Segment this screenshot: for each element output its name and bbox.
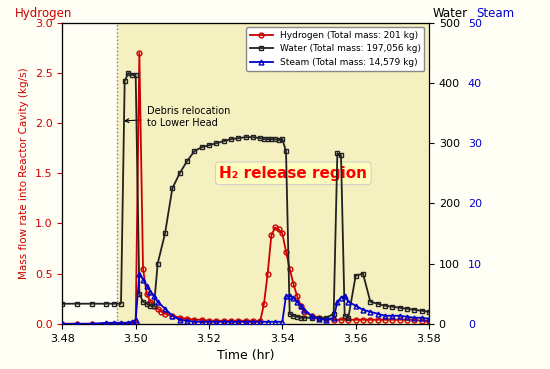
X-axis label: Time (hr): Time (hr): [217, 349, 274, 362]
Water (Total mass: 197,056 kg): (3.48, 33.3): 197,056 kg): (3.48, 33.3): [59, 301, 65, 306]
Water (Total mass: 197,056 kg): (3.58, 20): 197,056 kg): (3.58, 20): [426, 310, 432, 314]
Line: Steam (Total mass: 14,579 kg): Steam (Total mass: 14,579 kg): [60, 271, 431, 326]
Text: H₂ release region: H₂ release region: [219, 166, 367, 181]
Steam (Total mass: 14,579 kg): (3.51, 1.33): 14,579 kg): (3.51, 1.33): [169, 314, 175, 318]
Bar: [117, 23, 429, 324]
Text: Debris relocation
to Lower Head: Debris relocation to Lower Head: [125, 106, 230, 128]
Hydrogen (Total mass: 201 kg): (3.58, 0.03): 201 kg): (3.58, 0.03): [426, 318, 432, 323]
Water (Total mass: 197,056 kg): (3.54, 10): 197,056 kg): (3.54, 10): [298, 315, 304, 320]
Water (Total mass: 197,056 kg): (3.54, 16.7): 197,056 kg): (3.54, 16.7): [287, 311, 293, 316]
Steam (Total mass: 14,579 kg): (3.53, 0.333): 14,579 kg): (3.53, 0.333): [235, 320, 241, 324]
Text: Steam: Steam: [477, 7, 515, 20]
Steam (Total mass: 14,579 kg): (3.49, 0.167): 14,579 kg): (3.49, 0.167): [103, 321, 109, 325]
Steam (Total mass: 14,579 kg): (3.5, 8.33): 14,579 kg): (3.5, 8.33): [136, 271, 142, 276]
Steam (Total mass: 14,579 kg): (3.49, 0): 14,579 kg): (3.49, 0): [89, 321, 95, 326]
Text: Water: Water: [433, 7, 468, 20]
Water (Total mass: 197,056 kg): (3.57, 30): 197,056 kg): (3.57, 30): [382, 304, 388, 308]
Water (Total mass: 197,056 kg): (3.51, 100): 197,056 kg): (3.51, 100): [155, 261, 161, 266]
Legend: Hydrogen (Total mass: 201 kg), Water (Total mass: 197,056 kg), Steam (Total mass: Hydrogen (Total mass: 201 kg), Water (To…: [246, 27, 425, 70]
Hydrogen (Total mass: 201 kg): (3.51, 0.1): 201 kg): (3.51, 0.1): [162, 311, 168, 316]
Text: Hydrogen: Hydrogen: [15, 7, 72, 20]
Steam (Total mass: 14,579 kg): (3.58, 0.833): 14,579 kg): (3.58, 0.833): [426, 317, 432, 321]
Steam (Total mass: 14,579 kg): (3.55, 0.667): 14,579 kg): (3.55, 0.667): [323, 318, 329, 322]
Water (Total mass: 197,056 kg): (3.5, 417): 197,056 kg): (3.5, 417): [125, 71, 131, 75]
Water (Total mass: 197,056 kg): (3.52, 297): 197,056 kg): (3.52, 297): [206, 143, 212, 147]
Line: Water (Total mass: 197,056 kg): Water (Total mass: 197,056 kg): [60, 70, 431, 320]
Steam (Total mass: 14,579 kg): (3.55, 0.833): 14,579 kg): (3.55, 0.833): [316, 317, 322, 321]
Y-axis label: Mass flow rate into Reactor Cavity (kg/s): Mass flow rate into Reactor Cavity (kg/s…: [19, 68, 29, 279]
Water (Total mass: 197,056 kg): (3.54, 307): 197,056 kg): (3.54, 307): [272, 137, 278, 141]
Hydrogen (Total mass: 201 kg): (3.48, 0): 201 kg): (3.48, 0): [59, 321, 65, 326]
Hydrogen (Total mass: 201 kg): (3.49, 0): 201 kg): (3.49, 0): [89, 321, 95, 326]
Water (Total mass: 197,056 kg): (3.5, 30): 197,056 kg): (3.5, 30): [147, 304, 153, 308]
Hydrogen (Total mass: 201 kg): (3.54, 0.5): 201 kg): (3.54, 0.5): [265, 271, 271, 276]
Hydrogen (Total mass: 201 kg): (3.5, 0.55): 201 kg): (3.5, 0.55): [140, 266, 146, 271]
Hydrogen (Total mass: 201 kg): (3.5, 0): 201 kg): (3.5, 0): [125, 321, 131, 326]
Hydrogen (Total mass: 201 kg): (3.55, 0.06): 201 kg): (3.55, 0.06): [316, 315, 322, 320]
Line: Hydrogen (Total mass: 201 kg): Hydrogen (Total mass: 201 kg): [60, 51, 431, 326]
Steam (Total mass: 14,579 kg): (3.48, 0): 14,579 kg): (3.48, 0): [59, 321, 65, 326]
Hydrogen (Total mass: 201 kg): (3.5, 2.7): 201 kg): (3.5, 2.7): [136, 51, 142, 55]
